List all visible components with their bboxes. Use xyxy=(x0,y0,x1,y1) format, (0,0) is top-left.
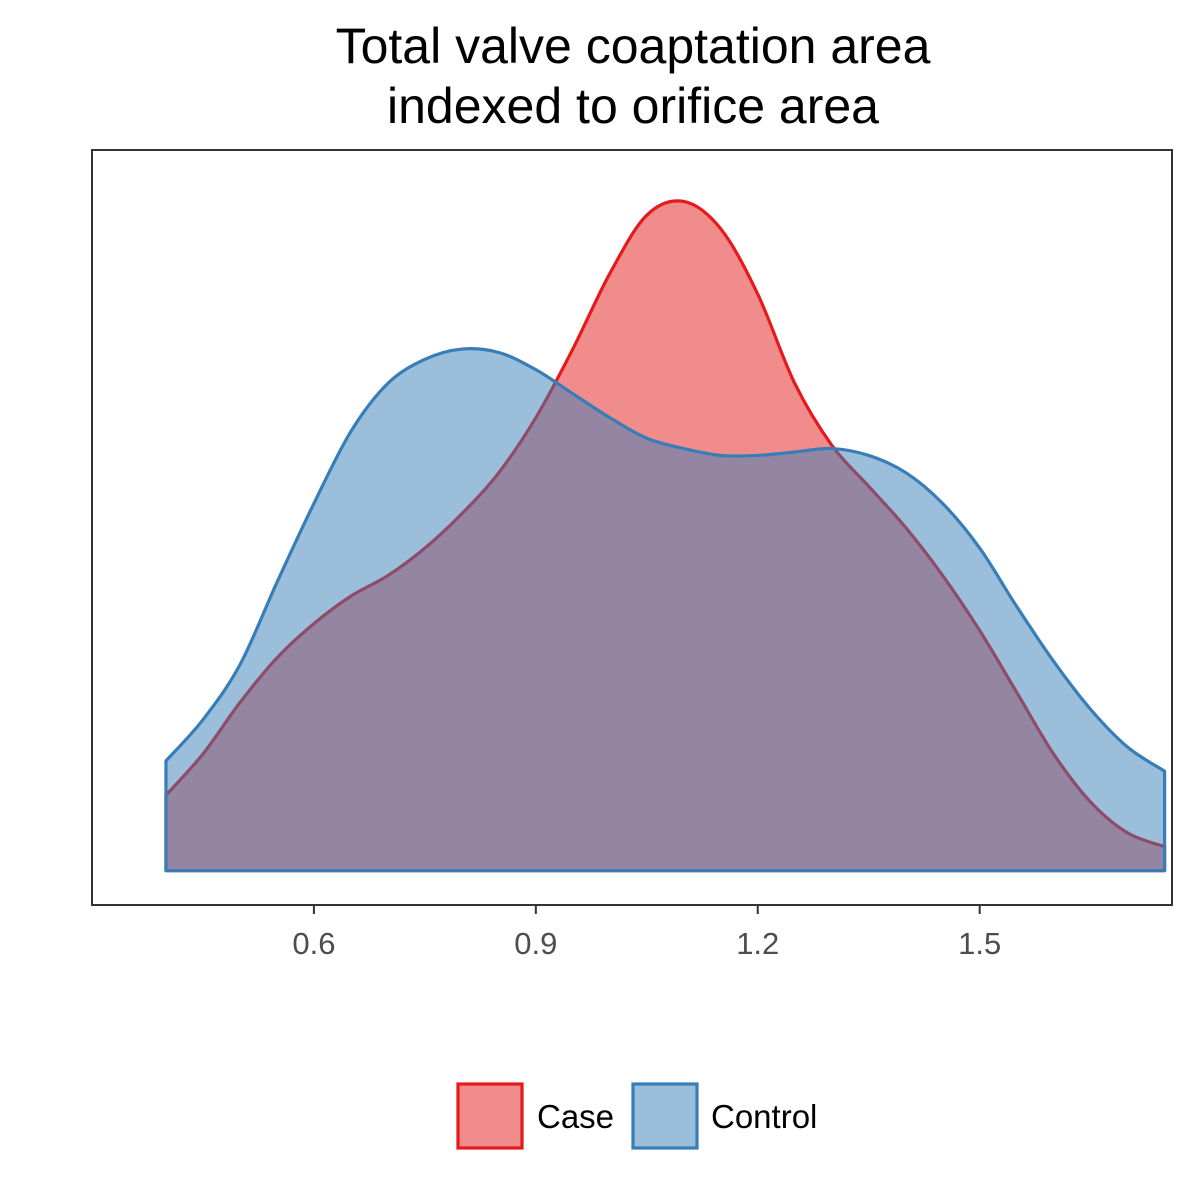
legend-key-control xyxy=(631,1082,699,1150)
x-tick-label: 0.9 xyxy=(514,926,557,961)
x-tick-label: 1.2 xyxy=(736,926,779,961)
legend-label-control: Control xyxy=(711,1098,817,1135)
x-axis: 0.6 0.9 1.2 1.5 xyxy=(292,905,1001,961)
legend-label-case: Case xyxy=(537,1098,614,1135)
legend: Case Control xyxy=(456,1082,817,1150)
x-tick-label: 0.6 xyxy=(292,926,335,961)
chart-title-line-1: Total valve coaptation area xyxy=(336,18,931,74)
legend-key-case xyxy=(456,1082,524,1150)
plot-area xyxy=(91,149,1173,906)
density-area-control xyxy=(164,347,1167,873)
panel-border xyxy=(91,149,1173,906)
chart-title-group: Total valve coaptation area indexed to o… xyxy=(336,18,931,134)
x-tick-label: 1.5 xyxy=(958,926,1001,961)
chart-title-line-2: indexed to orifice area xyxy=(387,78,879,134)
